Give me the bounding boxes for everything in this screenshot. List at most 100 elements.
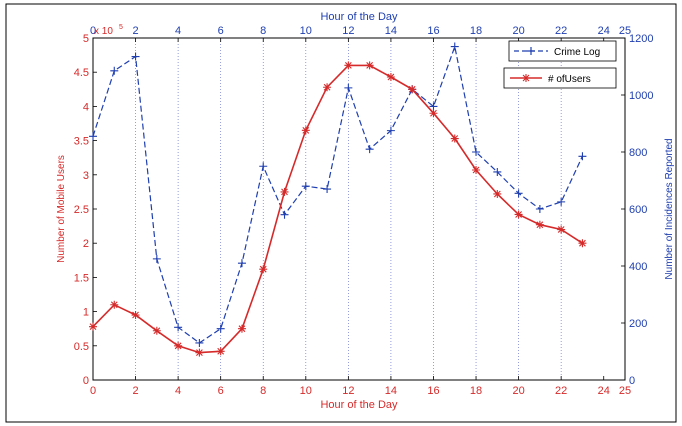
legend-users-box xyxy=(503,67,617,89)
data-point-crime-log xyxy=(195,338,204,347)
x-bottom-tick-label: 2 xyxy=(132,385,138,397)
legend-crime-log: Crime Log xyxy=(508,40,617,62)
top-axis-title: Hour of the Day xyxy=(320,11,398,23)
x-top-tick-label: 4 xyxy=(175,25,181,37)
data-point-users xyxy=(450,134,459,143)
x-top-tick-label: 24 xyxy=(598,25,610,37)
data-point-crime-log xyxy=(280,210,289,219)
data-point-crime-log xyxy=(493,167,502,176)
y-left-tick-label: 1 xyxy=(83,307,89,319)
x-top-tick-label: 14 xyxy=(385,25,397,37)
y-left-tick-label: 4 xyxy=(83,101,89,113)
y-left-tick-label: 4.5 xyxy=(74,67,89,79)
y-right-tick-label: 1200 xyxy=(629,33,653,45)
x-bottom-tick-label: 25 xyxy=(619,385,631,397)
y-right-tick-label: 200 xyxy=(629,318,647,330)
y-left-tick-label: 5 xyxy=(83,33,89,45)
data-point-users xyxy=(557,225,566,234)
data-point-users xyxy=(216,347,225,356)
series-layer xyxy=(89,42,587,357)
data-point-users xyxy=(578,239,587,248)
data-point-users xyxy=(493,189,502,198)
x-top-tick-label: 2 xyxy=(132,25,138,37)
x-bottom-tick-label: 22 xyxy=(555,385,567,397)
data-point-users xyxy=(323,83,332,92)
x-top-tick-label: 22 xyxy=(555,25,567,37)
data-point-crime-log xyxy=(89,132,97,141)
data-point-crime-log xyxy=(365,145,374,154)
x-bottom-tick-label: 14 xyxy=(385,385,397,397)
y-right-tick-label: 800 xyxy=(629,147,647,159)
x-top-tick-label: 0 xyxy=(90,25,96,37)
left-exponent-power: 5 xyxy=(119,24,123,31)
data-point-crime-log xyxy=(110,66,119,75)
data-point-users xyxy=(408,85,417,94)
data-point-users xyxy=(365,61,374,70)
data-point-users xyxy=(429,109,438,118)
data-point-crime-log xyxy=(216,324,225,333)
vertical-grid xyxy=(135,38,562,380)
y-left-tick-label: 0 xyxy=(83,375,89,387)
x-top-tick-label: 10 xyxy=(300,25,312,37)
legend-crime-log-label: Crime Log xyxy=(554,47,600,58)
data-point-users xyxy=(259,265,268,274)
data-point-users xyxy=(131,311,140,320)
data-point-users xyxy=(301,126,310,135)
x-top-tick-label: 18 xyxy=(470,25,482,37)
x-top-tick-label: 8 xyxy=(260,25,266,37)
x-bottom-tick-label: 10 xyxy=(300,385,312,397)
data-point-crime-log xyxy=(131,52,140,61)
y-right-tick-label: 0 xyxy=(629,375,635,387)
y-right-label: Number of Incidences Reported xyxy=(664,138,675,279)
y-left-tick-label: 3 xyxy=(83,170,89,182)
data-point-crime-log xyxy=(578,152,587,161)
y-left-tick-label: 3.5 xyxy=(74,136,89,148)
y-right-tick-label: 600 xyxy=(629,204,647,216)
legend-users-label: # ofUsers xyxy=(548,74,591,85)
x-top-tick-label: 12 xyxy=(342,25,354,37)
data-point-crime-log xyxy=(323,185,332,194)
y-left-label: Number of Mobile Users xyxy=(56,155,67,263)
data-point-users xyxy=(514,210,523,219)
data-point-users xyxy=(535,220,544,229)
legend-users: # ofUsers xyxy=(503,67,617,89)
y-left-tick-label: 0.5 xyxy=(74,341,89,353)
series-line-users xyxy=(92,64,583,354)
plot-area xyxy=(92,37,626,381)
data-point-users xyxy=(195,348,204,357)
data-point-crime-log xyxy=(557,197,566,206)
data-point-users xyxy=(237,324,246,333)
data-point-crime-log xyxy=(429,102,438,111)
x-bottom-tick-label: 4 xyxy=(175,385,181,397)
x-top-tick-label: 25 xyxy=(619,25,631,37)
x-bottom-tick-label: 16 xyxy=(427,385,439,397)
data-point-users xyxy=(344,61,353,70)
x-bottom-tick-label: 12 xyxy=(342,385,354,397)
data-point-crime-log xyxy=(386,126,395,135)
y-right-tick-label: 400 xyxy=(629,261,647,273)
left-exponent-base: x 10 xyxy=(94,26,113,37)
data-point-users xyxy=(472,166,481,175)
data-point-crime-log xyxy=(514,189,523,198)
data-point-users xyxy=(174,341,183,350)
x-bottom-tick-label: 0 xyxy=(90,385,96,397)
data-point-crime-log xyxy=(344,83,353,92)
data-point-crime-log xyxy=(152,254,161,263)
x-top-tick-label: 20 xyxy=(512,25,524,37)
data-point-users xyxy=(89,322,97,331)
data-point-users xyxy=(152,326,161,335)
data-point-crime-log xyxy=(535,205,544,213)
y-left-tick-label: 2.5 xyxy=(74,204,89,216)
data-point-users xyxy=(386,72,395,81)
data-point-crime-log xyxy=(301,182,310,191)
axis-ticks: 0022446688101012121414161618182020222224… xyxy=(74,25,654,397)
x-bottom-tick-label: 8 xyxy=(260,385,266,397)
y-left-tick-label: 1.5 xyxy=(74,272,89,284)
data-point-crime-log xyxy=(174,323,183,332)
legend-crime-log-marker xyxy=(527,47,535,55)
x-bottom-tick-label: 18 xyxy=(470,385,482,397)
legend-crime-log-box xyxy=(508,40,617,62)
x-bottom-tick-label: 6 xyxy=(218,385,224,397)
x-top-tick-label: 16 xyxy=(427,25,439,37)
